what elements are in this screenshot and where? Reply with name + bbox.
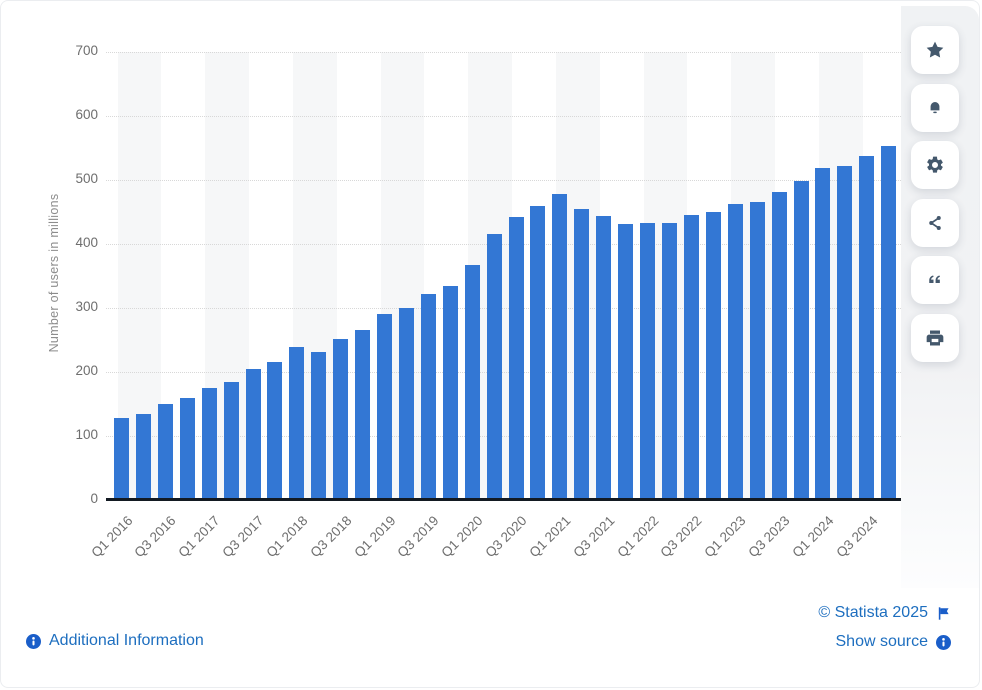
bar-q1-2019[interactable]	[377, 313, 393, 500]
bar-q1-2023[interactable]	[727, 203, 743, 500]
bar-q1-2017[interactable]	[201, 388, 217, 500]
bar-q4-2016[interactable]	[179, 397, 195, 500]
x-tick-label: Q3 2022	[657, 513, 706, 561]
quote-icon	[929, 275, 940, 284]
cite-button[interactable]	[911, 256, 959, 305]
plot-area	[106, 52, 901, 500]
y-tick-label: 200	[75, 363, 98, 378]
bar-q4-2021[interactable]	[618, 224, 634, 500]
bar-q2-2023[interactable]	[749, 202, 765, 500]
bar-q4-2020[interactable]	[530, 206, 546, 500]
share-icon	[929, 215, 941, 230]
flag-icon[interactable]	[936, 606, 951, 621]
bar-q3-2018[interactable]	[333, 339, 349, 500]
print-button[interactable]	[911, 314, 959, 362]
x-tick-label: Q3 2021	[570, 513, 618, 561]
x-tick-label: Q1 2017	[175, 513, 223, 561]
additional-information-link[interactable]: Additional Information	[26, 632, 204, 650]
gridline-100	[106, 436, 901, 437]
y-tick-label: 300	[75, 299, 98, 314]
x-tick-label: Q3 2020	[482, 513, 530, 561]
x-tick-label: Q1 2016	[87, 513, 136, 561]
x-tick-label: Q1 2019	[350, 513, 399, 561]
bell-icon	[930, 101, 940, 113]
bar-q4-2019[interactable]	[442, 285, 458, 500]
bar-q1-2021[interactable]	[552, 194, 568, 500]
printer-icon	[926, 330, 944, 346]
bar-q4-2022[interactable]	[705, 212, 721, 500]
star-icon	[926, 41, 944, 58]
bar-q1-2024[interactable]	[815, 168, 831, 500]
info-icon	[936, 634, 951, 650]
bar-q3-2020[interactable]	[508, 217, 524, 500]
copyright: © Statista 2025	[818, 604, 951, 622]
bar-q4-2018[interactable]	[355, 330, 371, 500]
y-tick-label: 0	[90, 491, 98, 506]
bar-q3-2016[interactable]	[157, 404, 173, 500]
show-source-label: Show source	[835, 633, 929, 650]
bar-q3-2023[interactable]	[771, 191, 787, 500]
bar-q2-2018[interactable]	[311, 352, 327, 500]
x-tick-label: Q1 2020	[438, 513, 486, 561]
x-tick-label: Q3 2018	[307, 513, 355, 561]
x-tick-label: Q1 2024	[789, 513, 837, 561]
x-tick-label: Q1 2018	[263, 513, 311, 561]
bar-q4-2024[interactable]	[881, 146, 897, 500]
gridline-200	[106, 372, 901, 373]
bar-q2-2021[interactable]	[574, 209, 590, 500]
additional-information-label: Additional Information	[49, 632, 204, 649]
x-tick-label: Q3 2016	[131, 513, 179, 561]
bar-q2-2016[interactable]	[135, 413, 151, 500]
bar-q2-2024[interactable]	[837, 165, 853, 500]
bar-q1-2016[interactable]	[114, 418, 129, 500]
bar-q1-2018[interactable]	[289, 347, 305, 500]
gridline-400	[106, 244, 901, 245]
bar-q3-2022[interactable]	[683, 215, 699, 500]
gear-icon	[927, 156, 943, 173]
notification-button[interactable]	[911, 83, 959, 132]
favorite-button[interactable]	[911, 26, 959, 74]
gridline-300	[106, 308, 901, 309]
bar-q3-2019[interactable]	[420, 293, 436, 500]
x-tick-label: Q1 2023	[701, 513, 749, 561]
gridline-700	[106, 52, 901, 53]
y-tick-label: 600	[75, 107, 98, 122]
info-icon	[26, 633, 41, 649]
bar-q3-2017[interactable]	[245, 369, 261, 500]
copyright-text: © Statista 2025	[818, 604, 928, 621]
bar-q2-2020[interactable]	[486, 233, 502, 500]
bar-q2-2017[interactable]	[223, 382, 239, 500]
bar-q3-2024[interactable]	[859, 156, 875, 500]
settings-button[interactable]	[911, 141, 959, 190]
bar-q1-2022[interactable]	[640, 222, 656, 500]
bar-q1-2020[interactable]	[464, 265, 480, 500]
x-tick-label: Q1 2022	[613, 513, 662, 561]
bar-q2-2022[interactable]	[662, 222, 677, 500]
show-source-link[interactable]: Show source	[835, 633, 951, 651]
x-axis-line	[106, 498, 902, 501]
bar-q4-2017[interactable]	[267, 361, 283, 500]
y-tick-label: 500	[75, 171, 98, 186]
y-axis-title: Number of users in millions	[47, 193, 61, 353]
bar-q4-2023[interactable]	[793, 181, 809, 500]
gridline-600	[106, 116, 901, 117]
y-tick-label: 700	[75, 43, 98, 58]
x-tick-label: Q3 2019	[394, 513, 442, 561]
y-tick-label: 100	[75, 427, 98, 442]
x-tick-label: Q3 2024	[833, 513, 881, 561]
bar-q3-2021[interactable]	[596, 215, 612, 500]
share-button[interactable]	[911, 198, 959, 247]
x-tick-label: Q3 2023	[745, 513, 793, 561]
x-tick-label: Q3 2017	[219, 513, 267, 561]
bar-q2-2019[interactable]	[398, 308, 414, 500]
x-tick-label: Q1 2021	[526, 513, 574, 561]
y-tick-label: 400	[75, 235, 98, 250]
gridline-500	[106, 180, 901, 181]
